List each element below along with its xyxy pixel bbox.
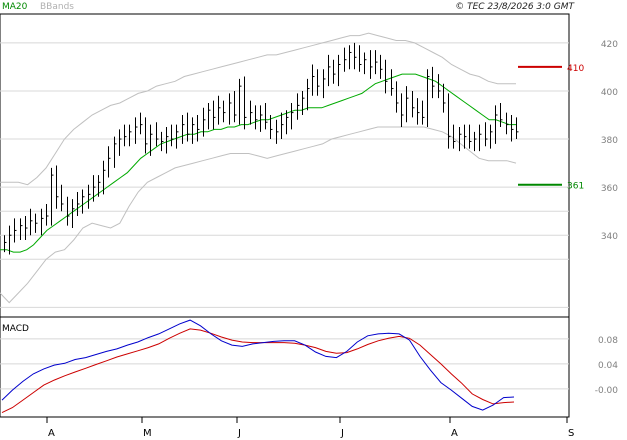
price-gridlines: [0, 42, 569, 308]
macd-gridlines: [0, 338, 569, 390]
macd-panel-frame: [0, 316, 570, 418]
macd-y-tick-label: 0.04: [598, 361, 618, 371]
copyright-text: © TEC 23/8/2026 3:0 GMT: [455, 2, 575, 12]
x-tick-label: A: [451, 428, 458, 439]
price-levels: 410 361: [518, 64, 584, 192]
macd-series: [1, 319, 515, 414]
ma20-legend: MA20: [2, 2, 28, 12]
x-tick-label: J: [237, 428, 241, 439]
macd-panel: MACD 0.08 0.04 -0.00: [0, 316, 619, 418]
level-label-361: 361: [567, 182, 584, 192]
price-panel: 340 360 380 400 420 410 361: [0, 13, 618, 318]
macd-y-tick-label: 0.08: [598, 336, 618, 346]
price-bars: [4, 42, 519, 255]
bbands-legend: BBands: [40, 2, 74, 12]
x-tick-label: S: [568, 428, 574, 439]
ma20-line: [0, 73, 516, 253]
x-tick-label: A: [48, 428, 55, 439]
price-y-axis-labels: 340 360 380 400 420: [601, 40, 618, 242]
macd-line: [1, 319, 515, 411]
x-tick-label: M: [143, 428, 152, 439]
price-y-tick-label: 380: [601, 136, 618, 146]
level-label-410: 410: [567, 64, 584, 74]
bbands-series: [0, 32, 517, 304]
ma20-series: [0, 73, 516, 253]
bband-upper-line: [0, 32, 516, 186]
price-y-tick-label: 400: [601, 88, 618, 98]
macd-title: MACD: [2, 324, 29, 334]
price-y-tick-label: 420: [601, 40, 618, 50]
macd-y-axis-labels: 0.08 0.04 -0.00: [595, 336, 619, 396]
macd-signal-line: [1, 328, 515, 414]
price-panel-frame: [0, 13, 570, 318]
x-tick-label: J: [340, 428, 344, 439]
bband-lower-line: [0, 126, 517, 304]
price-y-tick-label: 340: [601, 232, 618, 242]
price-y-tick-label: 360: [601, 184, 618, 194]
macd-y-tick-label: -0.00: [595, 386, 619, 396]
